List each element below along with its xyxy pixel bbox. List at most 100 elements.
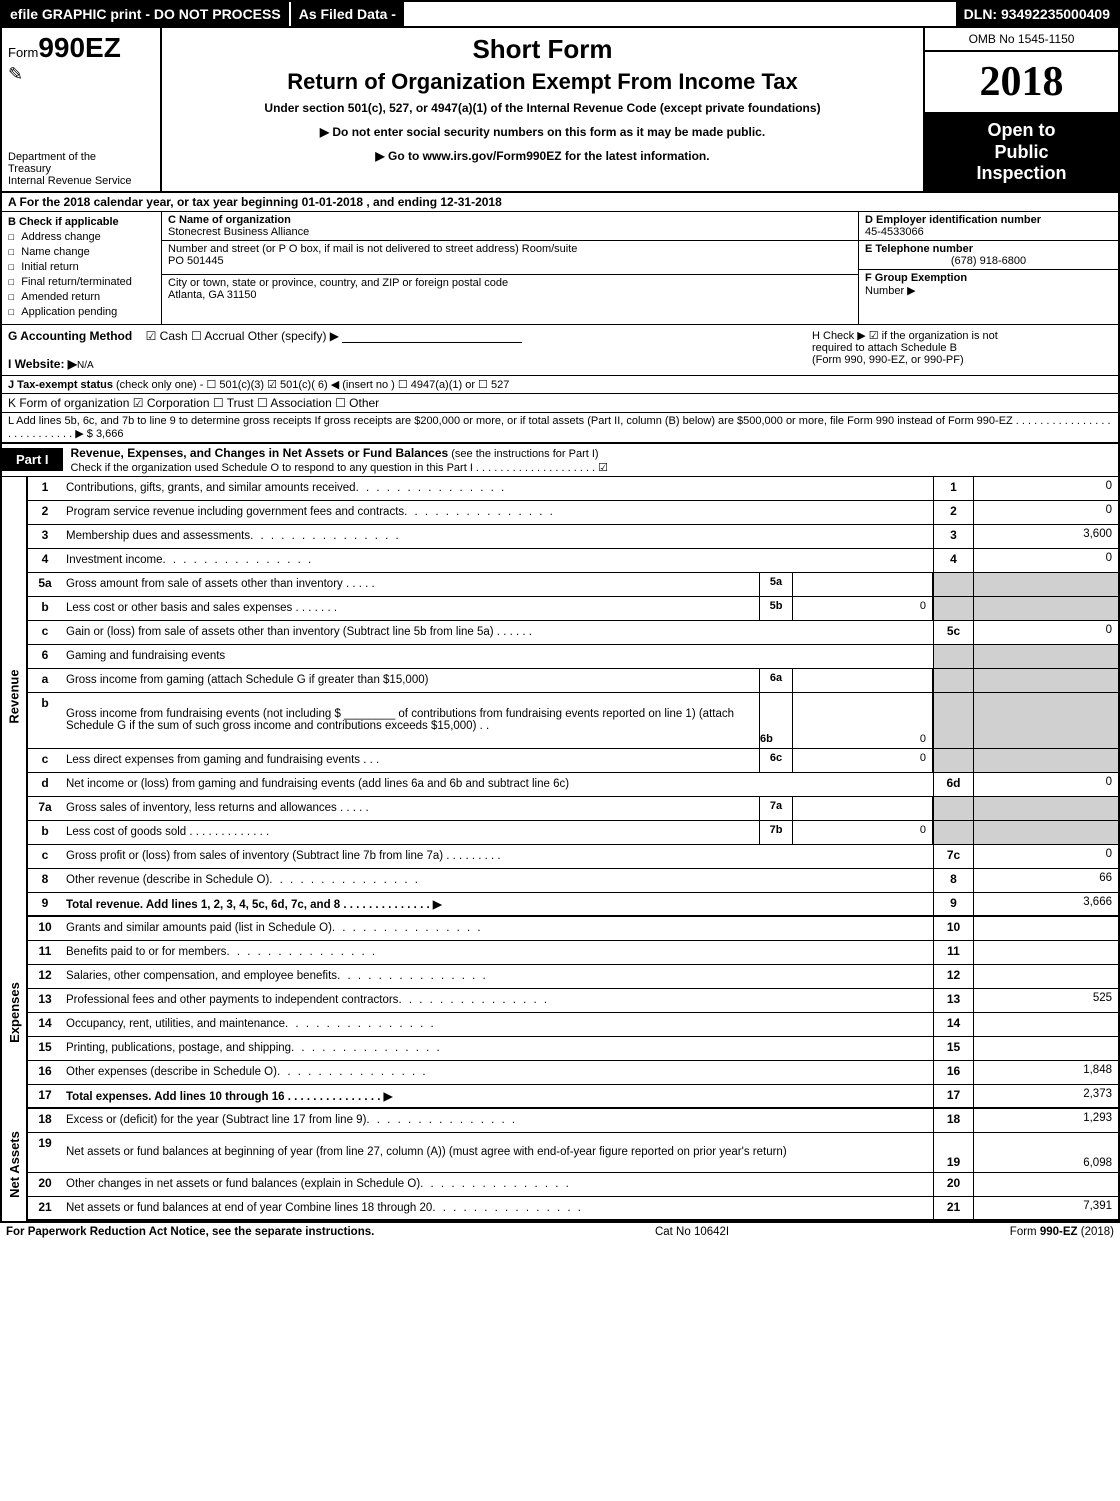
form-page: efile GRAPHIC print - DO NOT PROCESS As … xyxy=(0,0,1120,1223)
addr-label: Number and street (or P O box, if mail i… xyxy=(168,243,852,255)
line-16: 16 Other expenses (describe in Schedule … xyxy=(28,1061,1118,1085)
c-name-label: C Name of organization xyxy=(168,214,852,226)
row-j-tax-exempt: J Tax-exempt status J Tax-exempt status … xyxy=(2,376,1118,394)
line-14: 14 Occupancy, rent, utilities, and maint… xyxy=(28,1013,1118,1037)
line-7a: 7a Gross sales of inventory, less return… xyxy=(28,797,1118,821)
h-block: H Check ▶ ☑ if the organization is not r… xyxy=(812,329,1112,371)
chk-address-change[interactable]: ☐ Address change xyxy=(8,230,155,243)
dept-line2: Treasury xyxy=(8,163,154,175)
part-1-check: Check if the organization used Schedule … xyxy=(71,462,609,474)
line-7b: b Less cost of goods sold . . . . . . . … xyxy=(28,821,1118,845)
g-label: G Accounting Method xyxy=(8,329,132,343)
g-left: G Accounting Method ☑ Cash ☐ Accrual Oth… xyxy=(8,329,812,371)
city-label: City or town, state or province, country… xyxy=(168,277,852,289)
expense-lines: 10 Grants and similar amounts paid (list… xyxy=(28,917,1118,1109)
chk-initial-return[interactable]: ☐ Initial return xyxy=(8,260,155,273)
l-text: L Add lines 5b, 6c, and 7b to line 9 to … xyxy=(8,415,1111,440)
city-value: Atlanta, GA 31150 xyxy=(168,289,852,301)
cell-e-phone: E Telephone number (678) 918-6800 xyxy=(859,241,1118,270)
line-5a: 5a Gross amount from sale of assets othe… xyxy=(28,573,1118,597)
part-1-tab: Part I xyxy=(2,448,63,471)
line-19: 19 Net assets or fund balances at beginn… xyxy=(28,1133,1118,1173)
line-5c: c Gain or (loss) from sale of assets oth… xyxy=(28,621,1118,645)
e-label: E Telephone number xyxy=(865,243,1112,255)
revenue-lines: 1 Contributions, gifts, grants, and simi… xyxy=(28,477,1118,917)
d-value: 45-4533066 xyxy=(865,226,1112,238)
topbar: efile GRAPHIC print - DO NOT PROCESS As … xyxy=(2,2,1118,28)
line-4: 4 Investment income 4 0 xyxy=(28,549,1118,573)
footer-mid: Cat No 10642I xyxy=(655,1226,729,1238)
side-label-revenue: Revenue xyxy=(2,477,28,917)
line-20: 20 Other changes in net assets or fund b… xyxy=(28,1173,1118,1197)
b-title: B Check if applicable xyxy=(8,216,155,228)
col-c-org-info: C Name of organization Stonecrest Busine… xyxy=(162,212,858,324)
form-prefix: Form xyxy=(8,45,38,60)
chk-application-pending[interactable]: ☐ Application pending xyxy=(8,305,155,318)
header-right: OMB No 1545-1150 2018 Open to Public Ins… xyxy=(923,28,1118,191)
row-k-form-org: K Form of organization ☑ Corporation ☐ T… xyxy=(2,394,1118,413)
line-6b: b Gross income from fundraising events (… xyxy=(28,693,1118,749)
f-label: F Group Exemption xyxy=(865,272,967,284)
line-18: 18 Excess or (deficit) for the year (Sub… xyxy=(28,1109,1118,1133)
chk-name-change[interactable]: ☐ Name change xyxy=(8,245,155,258)
line-10: 10 Grants and similar amounts paid (list… xyxy=(28,917,1118,941)
l-value: 3,666 xyxy=(96,428,124,440)
arrow-line-1: ▶ Do not enter social security numbers o… xyxy=(172,125,913,139)
line-17: 17 Total expenses. Add lines 10 through … xyxy=(28,1085,1118,1109)
line-6d: d Net income or (loss) from gaming and f… xyxy=(28,773,1118,797)
col-b-checkboxes: B Check if applicable ☐ Address change ☐… xyxy=(2,212,162,324)
form-number: 990EZ xyxy=(38,32,121,63)
page-footer: For Paperwork Reduction Act Notice, see … xyxy=(0,1223,1120,1241)
topbar-blank xyxy=(406,2,486,26)
h-line1: H Check ▶ ☑ if the organization is not xyxy=(812,329,1112,342)
footer-left: For Paperwork Reduction Act Notice, see … xyxy=(6,1226,374,1238)
revenue-section: Revenue 1 Contributions, gifts, grants, … xyxy=(2,477,1118,917)
g-other-blank[interactable] xyxy=(342,331,522,343)
part-1-title: Revenue, Expenses, and Changes in Net As… xyxy=(63,444,1118,476)
h-line3: (Form 990, 990-EZ, or 990-PF) xyxy=(812,354,1112,366)
section-bcdef: B Check if applicable ☐ Address change ☐… xyxy=(2,212,1118,325)
tax-year: 2018 xyxy=(925,52,1118,114)
addr-value: PO 501445 xyxy=(168,255,852,267)
short-form-title: Short Form xyxy=(172,34,913,65)
topbar-mid-label: As Filed Data - xyxy=(289,2,406,26)
side-label-net-assets: Net Assets xyxy=(2,1109,28,1221)
topbar-spacer xyxy=(486,2,956,26)
under-section: Under section 501(c), 527, or 4947(a)(1)… xyxy=(172,101,913,115)
e-value: (678) 918-6800 xyxy=(865,255,1112,267)
header-center: Short Form Return of Organization Exempt… xyxy=(162,28,923,191)
return-title: Return of Organization Exempt From Incom… xyxy=(172,69,913,95)
part-1-header: Part I Revenue, Expenses, and Changes in… xyxy=(2,444,1118,477)
cell-f-group: F Group Exemption Number ▶ xyxy=(859,270,1118,299)
line-13: 13 Professional fees and other payments … xyxy=(28,989,1118,1013)
chk-final-return[interactable]: ☐ Final return/terminated xyxy=(8,275,155,288)
topbar-left-label: efile GRAPHIC print - DO NOT PROCESS xyxy=(2,2,289,26)
line-6: 6 Gaming and fundraising events xyxy=(28,645,1118,669)
row-l-gross-receipts: L Add lines 5b, 6c, and 7b to line 9 to … xyxy=(2,413,1118,444)
footer-right: Form 990-EZ (2018) xyxy=(1010,1226,1114,1238)
line-12: 12 Salaries, other compensation, and emp… xyxy=(28,965,1118,989)
net-asset-lines: 18 Excess or (deficit) for the year (Sub… xyxy=(28,1109,1118,1221)
header-left: Form990EZ ✎ Department of the Treasury I… xyxy=(2,28,162,191)
line-9: 9 Total revenue. Add lines 1, 2, 3, 4, 5… xyxy=(28,893,1118,917)
omb-number: OMB No 1545-1150 xyxy=(925,28,1118,52)
line-6a: a Gross income from gaming (attach Sched… xyxy=(28,669,1118,693)
dln-label: DLN: 93492235000409 xyxy=(956,2,1118,26)
line-8: 8 Other revenue (describe in Schedule O)… xyxy=(28,869,1118,893)
i-value: N/A xyxy=(77,360,94,371)
dept-block: Department of the Treasury Internal Reve… xyxy=(8,151,154,187)
chk-amended-return[interactable]: ☐ Amended return xyxy=(8,290,155,303)
line-7c: c Gross profit or (loss) from sales of i… xyxy=(28,845,1118,869)
cell-city: City or town, state or province, country… xyxy=(162,275,858,309)
dept-line1: Department of the xyxy=(8,151,154,163)
cell-address: Number and street (or P O box, if mail i… xyxy=(162,241,858,275)
line-21: 21 Net assets or fund balances at end of… xyxy=(28,1197,1118,1221)
expenses-section: Expenses 10 Grants and similar amounts p… xyxy=(2,917,1118,1109)
arrow-line-2: ▶ Go to www.irs.gov/Form990EZ for the la… xyxy=(172,149,913,163)
j-full: (check only one) - ☐ 501(c)(3) ☑ 501(c)(… xyxy=(116,379,509,391)
line-15: 15 Printing, publications, postage, and … xyxy=(28,1037,1118,1061)
d-label: D Employer identification number xyxy=(865,214,1112,226)
net-assets-section: Net Assets 18 Excess or (deficit) for th… xyxy=(2,1109,1118,1221)
line-5b: b Less cost or other basis and sales exp… xyxy=(28,597,1118,621)
line-3: 3 Membership dues and assessments 3 3,60… xyxy=(28,525,1118,549)
